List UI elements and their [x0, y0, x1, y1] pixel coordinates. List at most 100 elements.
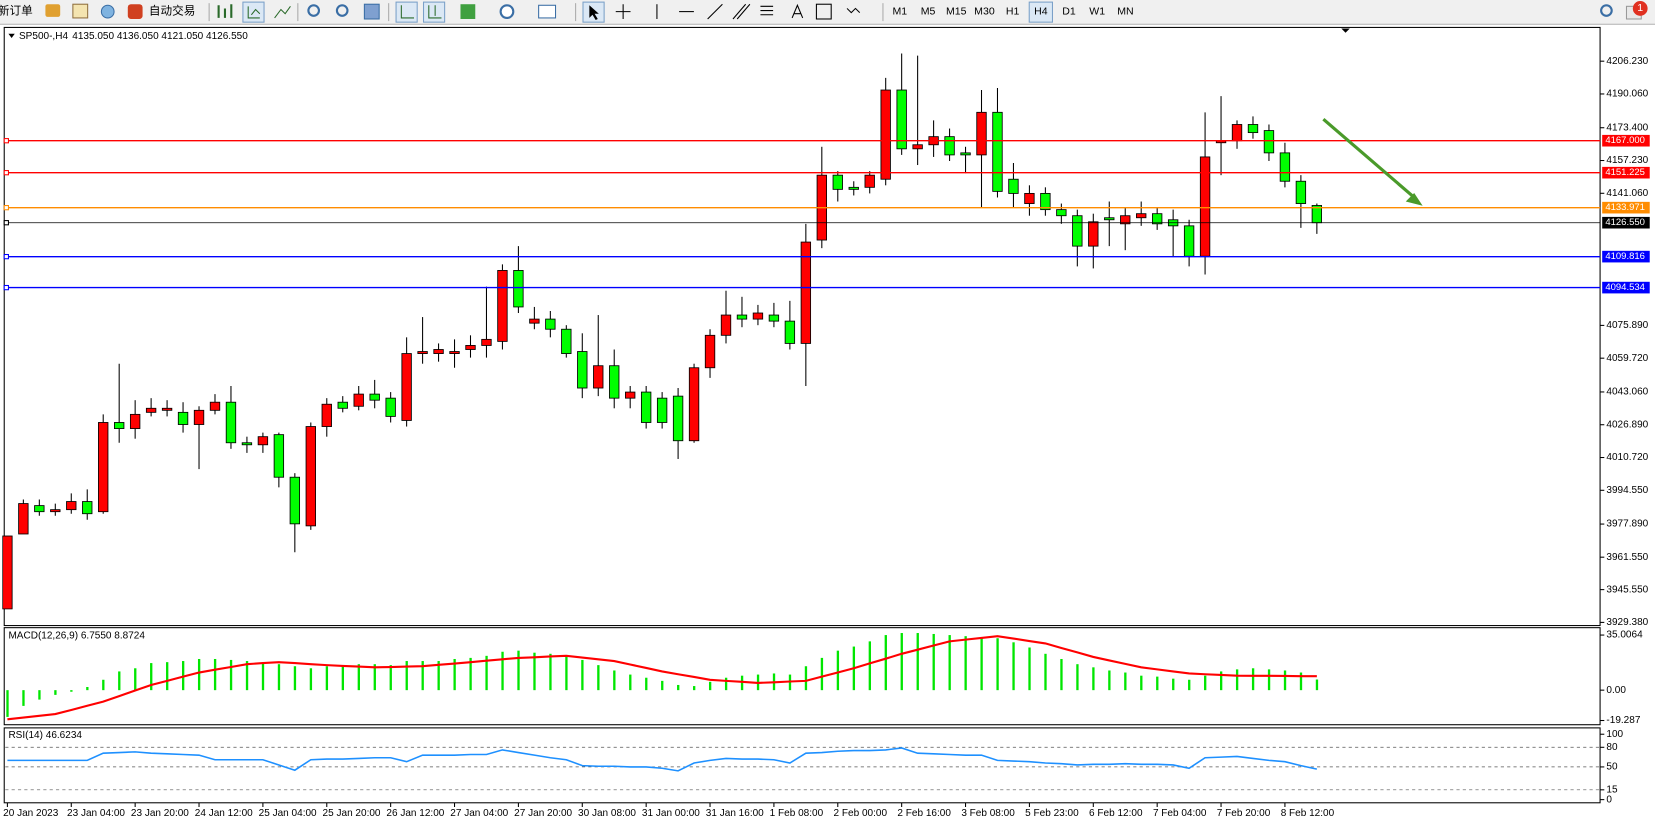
- candle-body: [737, 315, 747, 319]
- autotrade-button[interactable]: 自动交易: [149, 4, 195, 18]
- macd-bar: [1219, 671, 1223, 691]
- icon[interactable]: [274, 6, 291, 19]
- level-handle: [3, 253, 9, 260]
- timeframe-button[interactable]: M15: [946, 5, 967, 17]
- shift-marker: [1341, 28, 1350, 33]
- icon: [589, 5, 599, 21]
- icon[interactable]: [363, 3, 380, 20]
- candle-body: [114, 422, 124, 428]
- y-tick-label: 3994.550: [1606, 485, 1648, 496]
- macd-bar: [309, 668, 313, 691]
- macd-bar: [150, 663, 153, 691]
- candle-body: [1041, 193, 1051, 209]
- timeframe-button[interactable]: D1: [1062, 5, 1076, 17]
- macd-bar: [134, 668, 137, 691]
- candle-body: [370, 394, 380, 400]
- icon[interactable]: [45, 4, 61, 17]
- y-tick-label: 15: [1606, 784, 1618, 795]
- candle-body: [689, 368, 699, 441]
- x-tick-label: 30 Jan 08:00: [578, 808, 636, 819]
- timeframe-button[interactable]: M1: [893, 5, 908, 17]
- icon[interactable]: [428, 5, 442, 19]
- main-panel: [3, 26, 1601, 627]
- macd-bar: [405, 661, 408, 691]
- candle-body: [1025, 193, 1035, 203]
- timeframe-button[interactable]: H1: [1006, 5, 1020, 17]
- x-tick-label: 6 Feb 12:00: [1089, 808, 1143, 819]
- macd-bar: [677, 684, 680, 691]
- new-order-button[interactable]: 新订单: [0, 4, 33, 18]
- macd-bar: [708, 681, 712, 691]
- active-timeframe[interactable]: [1028, 1, 1053, 23]
- macd-bar: [1283, 670, 1287, 691]
- level-label-bg: [1602, 281, 1650, 294]
- text-tool[interactable]: [791, 3, 804, 19]
- icon[interactable]: [100, 4, 115, 19]
- x-tick-label: 7 Feb 20:00: [1217, 808, 1271, 819]
- macd-bar: [900, 633, 903, 691]
- macd-bar: [485, 655, 488, 691]
- crosshair-tool[interactable]: [615, 4, 631, 19]
- autotrade-icon[interactable]: [127, 4, 143, 19]
- macd-bar: [804, 666, 808, 691]
- symbol: SP500-,H4: [19, 31, 68, 42]
- candle-body: [258, 437, 268, 445]
- icon[interactable]: [395, 1, 418, 23]
- y-tick-label: 100: [1606, 729, 1623, 740]
- badge: [1632, 1, 1648, 16]
- level-handle: [3, 138, 9, 144]
- candle-body: [1089, 222, 1099, 246]
- y-tick-label: 4075.890: [1606, 320, 1648, 331]
- shapes-tool[interactable]: [846, 7, 861, 14]
- zoom-out[interactable]: [335, 4, 349, 17]
- icon[interactable]: [72, 3, 89, 19]
- icon[interactable]: [247, 6, 261, 19]
- y-tick-label: 4206.230: [1606, 56, 1648, 67]
- label-tool[interactable]: [815, 3, 832, 20]
- macd-bar: [916, 633, 919, 691]
- macd-bar: [70, 690, 73, 692]
- candle-body: [849, 187, 859, 189]
- signal-line: [7, 635, 1317, 721]
- icon[interactable]: [422, 1, 446, 23]
- macd-bar: [724, 677, 728, 691]
- y-tick-label: 4173.400: [1606, 122, 1648, 133]
- search[interactable]: [1600, 4, 1613, 17]
- candle-body: [194, 410, 204, 424]
- icon[interactable]: [499, 4, 515, 19]
- candle-body: [322, 404, 332, 426]
- macd-bar: [38, 690, 41, 700]
- macd-bar: [932, 633, 935, 691]
- fibo-tool[interactable]: [760, 5, 774, 16]
- icon[interactable]: [400, 5, 415, 19]
- toolbar: 新订单 自动交易 M1 M5 M15 M30 H1 H: [0, 0, 1655, 25]
- candle-body: [913, 145, 923, 149]
- macd-bar: [964, 636, 967, 691]
- level-label: 4109.816: [1605, 251, 1645, 262]
- channel-tool[interactable]: [732, 3, 751, 20]
- candle-body: [162, 408, 172, 410]
- macd-bar: [533, 652, 536, 691]
- macd-bar: [1092, 667, 1095, 691]
- y-tick-label: 0.00: [1606, 685, 1626, 696]
- timeframe-button[interactable]: M30: [974, 5, 995, 17]
- icon[interactable]: [460, 4, 476, 19]
- timeframe-button[interactable]: M5: [921, 5, 936, 17]
- candle-body: [897, 90, 907, 149]
- icon[interactable]: [217, 4, 233, 18]
- macd-bar: [22, 690, 25, 706]
- timeframe-button[interactable]: W1: [1089, 5, 1105, 17]
- zoom-in[interactable]: [307, 4, 321, 17]
- timeframe-button[interactable]: H4: [1034, 5, 1048, 17]
- candle-body: [833, 175, 843, 189]
- macd-bar: [261, 662, 265, 691]
- rsi-line: [7, 747, 1318, 772]
- candle-body: [338, 402, 348, 408]
- icon[interactable]: [538, 4, 557, 19]
- macd-bar: [1028, 647, 1031, 691]
- timeframe-button[interactable]: MN: [1117, 5, 1133, 17]
- candle-body: [993, 112, 1003, 191]
- trendline-tool[interactable]: [707, 3, 723, 20]
- candle-body: [482, 339, 492, 345]
- y-tick-label: 35.0064: [1606, 630, 1643, 641]
